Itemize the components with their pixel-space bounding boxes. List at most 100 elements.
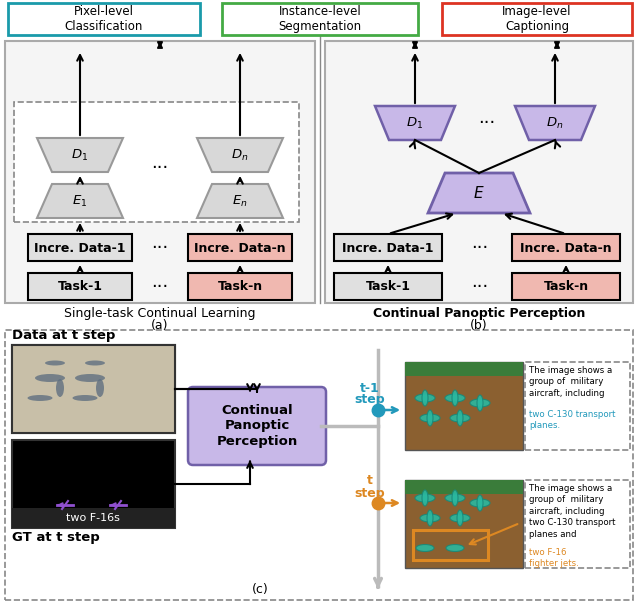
Ellipse shape [445,394,465,402]
Text: ···: ··· [478,114,495,132]
Text: step: step [355,486,385,500]
Ellipse shape [420,514,440,522]
Bar [405,362,523,376]
Ellipse shape [75,374,105,382]
Text: $E_n$: $E_n$ [232,193,248,209]
Ellipse shape [28,395,52,401]
Bar [512,273,620,300]
Bar [222,3,418,35]
Text: The image shows a
group of  military
aircraft, including: The image shows a group of military airc… [529,366,612,398]
Bar [12,345,175,433]
Bar [188,234,292,261]
Text: Task-1: Task-1 [365,280,410,294]
Text: $E$: $E$ [473,185,485,201]
Ellipse shape [452,490,458,506]
Bar [5,330,633,600]
Ellipse shape [470,499,490,507]
Bar [334,234,442,261]
Text: (a): (a) [151,319,169,333]
Text: ···: ··· [472,278,488,296]
Text: Task-n: Task-n [218,280,262,294]
Ellipse shape [452,390,458,406]
Text: two F-16
fighter jets.: two F-16 fighter jets. [529,548,579,568]
Bar [525,480,630,568]
Text: t-1: t-1 [360,381,380,395]
Text: two C-130 transport
planes.: two C-130 transport planes. [529,410,616,430]
Ellipse shape [45,361,65,365]
Text: Image-level
Captioning: Image-level Captioning [502,5,572,33]
Bar [405,480,523,494]
Text: Continual
Panoptic
Perception: Continual Panoptic Perception [216,404,298,447]
Ellipse shape [470,399,490,407]
Text: ···: ··· [152,159,168,177]
Text: GT at t step: GT at t step [12,531,100,545]
Ellipse shape [422,490,428,506]
Bar [28,273,132,300]
Text: Task-n: Task-n [543,280,589,294]
Polygon shape [37,184,123,218]
Text: $D_1$: $D_1$ [72,148,88,162]
Ellipse shape [427,510,433,526]
Ellipse shape [477,495,483,511]
Text: ···: ··· [152,278,168,296]
Polygon shape [515,106,595,140]
Text: Instance-level
Segmentation: Instance-level Segmentation [278,5,362,33]
Ellipse shape [422,390,428,406]
Bar [512,234,620,261]
Bar [325,41,633,303]
Ellipse shape [416,545,434,551]
Text: ···: ··· [152,239,168,257]
Polygon shape [197,138,283,172]
Bar [405,362,523,450]
Polygon shape [428,173,530,213]
Ellipse shape [35,374,65,382]
Text: (c): (c) [252,584,268,596]
Ellipse shape [415,494,435,502]
Bar [5,41,315,303]
Ellipse shape [457,510,463,526]
Bar [334,273,442,300]
Text: (b): (b) [470,319,488,333]
Bar [28,234,132,261]
Ellipse shape [85,361,105,365]
Bar [405,480,523,568]
Text: Task-1: Task-1 [58,280,102,294]
Text: $D_n$: $D_n$ [547,116,564,131]
Text: $D_n$: $D_n$ [231,148,249,162]
Text: Pixel-level
Classification: Pixel-level Classification [65,5,143,33]
Bar [8,3,200,35]
Ellipse shape [446,545,464,551]
Bar [413,530,488,560]
Ellipse shape [420,414,440,422]
Text: The image shows a
group of  military
aircraft, including
two C-130 transport
pla: The image shows a group of military airc… [529,484,616,539]
Polygon shape [197,184,283,218]
Text: $D_1$: $D_1$ [406,116,424,131]
Text: $E_1$: $E_1$ [72,193,88,209]
Text: Data at t step: Data at t step [12,330,115,342]
Bar [188,273,292,300]
Text: ···: ··· [472,239,488,257]
Polygon shape [37,138,123,172]
Bar [12,508,175,528]
Ellipse shape [445,494,465,502]
Text: step: step [355,393,385,407]
Ellipse shape [72,395,97,401]
Bar [525,362,630,450]
Polygon shape [375,106,455,140]
Bar [442,3,632,35]
Text: Incre. Data-n: Incre. Data-n [194,241,286,255]
FancyBboxPatch shape [188,387,326,465]
Text: Single-task Continual Learning: Single-task Continual Learning [64,306,256,319]
Text: Incre. Data-1: Incre. Data-1 [35,241,125,255]
Ellipse shape [450,514,470,522]
Bar [12,440,175,528]
Ellipse shape [427,410,433,426]
Bar [14,102,299,222]
Ellipse shape [457,410,463,426]
Ellipse shape [96,379,104,397]
Bar [12,345,175,433]
Text: Continual Panoptic Perception: Continual Panoptic Perception [373,306,585,319]
Text: Incre. Data-n: Incre. Data-n [520,241,612,255]
Ellipse shape [415,394,435,402]
Ellipse shape [450,414,470,422]
